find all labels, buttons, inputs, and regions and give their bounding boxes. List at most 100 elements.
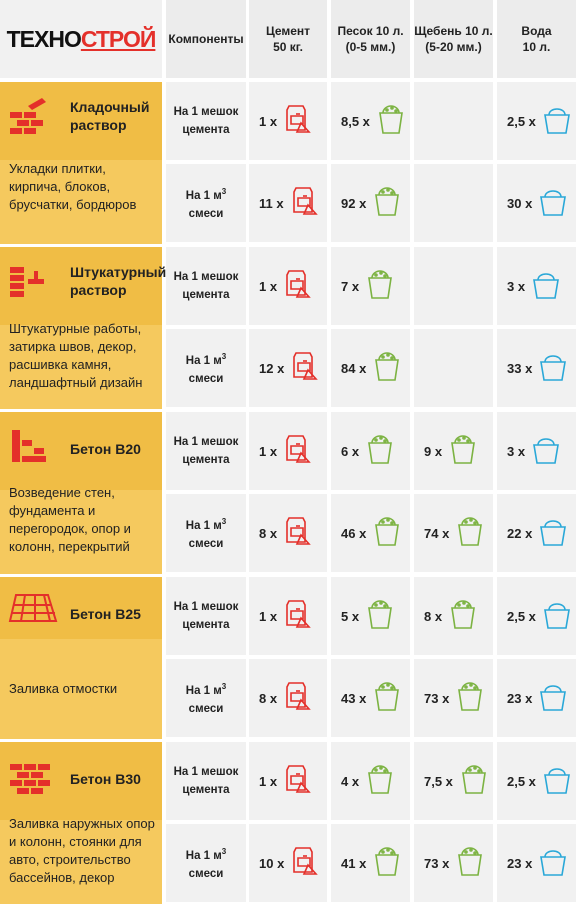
gravel-qty: 74 x bbox=[424, 525, 450, 541]
cement-qty: 12 x bbox=[259, 360, 285, 376]
cement-cell: 8 x bbox=[249, 494, 327, 572]
header-sub: (5-20 мм.) bbox=[425, 40, 482, 54]
water-qty: 2,5 x bbox=[507, 608, 536, 624]
cement-bag-icon bbox=[290, 845, 322, 882]
water-cell: 2,5 x bbox=[497, 82, 576, 160]
unit-sup: 3 bbox=[221, 517, 227, 527]
cement-qty: 1 x bbox=[259, 113, 278, 129]
row-unit: На 1 мешок цемента bbox=[166, 742, 246, 820]
category-name: Бетон В25 bbox=[70, 606, 141, 622]
unit-sup: 3 bbox=[221, 352, 227, 362]
cement-bag-icon bbox=[283, 515, 315, 552]
gravel-cell bbox=[414, 82, 493, 160]
water-qty: 23 x bbox=[507, 690, 533, 706]
category-description: Возведение стен, фундамента и перегородо… bbox=[9, 485, 131, 554]
gravel-cell bbox=[414, 329, 493, 407]
header-gravel: Щебень 10 л. (5-20 мм.) bbox=[414, 0, 493, 78]
sand-cell: 5 x bbox=[331, 577, 410, 655]
sand-qty: 8,5 x bbox=[341, 113, 370, 129]
sand-cell: 43 x bbox=[331, 659, 410, 737]
cement-cell: 12 x bbox=[249, 329, 327, 407]
cement-qty: 10 x bbox=[259, 855, 285, 871]
unit-text: На 1 м bbox=[185, 189, 222, 202]
brand-part1: ТЕХНО bbox=[6, 25, 82, 52]
water-bucket-icon bbox=[538, 350, 568, 387]
header-cement: Цемент 50 кг. bbox=[249, 0, 327, 78]
header-sub: 10 л. bbox=[522, 40, 551, 54]
cement-qty: 11 x bbox=[259, 195, 284, 211]
unit-text: На 1 м bbox=[185, 354, 222, 367]
sand-qty: 43 x bbox=[341, 690, 367, 706]
category-description: Заливка отмостки bbox=[9, 681, 118, 696]
header-label: Песок 10 л. bbox=[337, 24, 404, 38]
unit-line2: цемента bbox=[182, 454, 230, 466]
header-sub: 50 кг. bbox=[273, 40, 303, 54]
sand-qty: 7 x bbox=[341, 278, 360, 294]
category-header: Бетон В30 bbox=[0, 742, 162, 820]
category-description: Заливка наружных опор и колонн, стоянки … bbox=[9, 816, 155, 885]
water-cell: 2,5 x bbox=[497, 742, 576, 820]
water-cell: 23 x bbox=[497, 659, 576, 737]
row-unit: На 1 мешок цемента bbox=[166, 577, 246, 655]
sand-bucket-icon bbox=[448, 598, 478, 635]
sand-bucket-icon bbox=[372, 845, 402, 882]
row-unit: На 1 мешок цемента bbox=[166, 247, 246, 325]
water-qty: 23 x bbox=[507, 855, 533, 871]
water-bucket-icon bbox=[531, 268, 561, 305]
water-qty: 3 x bbox=[507, 443, 526, 459]
sand-cell: 4 x bbox=[331, 742, 410, 820]
unit-line2: цемента bbox=[182, 124, 230, 136]
water-bucket-icon bbox=[538, 515, 568, 552]
unit-sup: 3 bbox=[221, 187, 227, 197]
unit-line1: На 1 м3 bbox=[186, 678, 226, 700]
sand-bucket-icon bbox=[448, 433, 478, 470]
water-qty: 30 x bbox=[507, 195, 533, 211]
cement-qty: 1 x bbox=[259, 608, 278, 624]
unit-line1: На 1 м3 bbox=[186, 348, 226, 370]
category-header: Штукатурный раствор bbox=[0, 247, 167, 325]
header-label: Вода bbox=[521, 24, 552, 38]
sand-cell: 92 x bbox=[331, 164, 410, 242]
gravel-cell: 8 x bbox=[414, 577, 493, 655]
cement-bag-icon bbox=[290, 350, 322, 387]
gravel-cell: 74 x bbox=[414, 494, 493, 572]
gravel-cell: 9 x bbox=[414, 412, 493, 490]
water-qty: 2,5 x bbox=[507, 773, 536, 789]
row-unit: На 1 м3 смеси bbox=[166, 329, 246, 407]
category-name: Бетон В30 bbox=[70, 771, 141, 787]
sand-bucket-icon bbox=[365, 433, 395, 470]
category-name: Штукатурный раствор bbox=[70, 264, 167, 298]
cement-cell: 1 x bbox=[249, 742, 327, 820]
water-bucket-icon bbox=[542, 763, 572, 800]
brick-wall-icon bbox=[8, 756, 52, 801]
cement-cell: 1 x bbox=[249, 412, 327, 490]
cement-bag-icon bbox=[283, 103, 315, 140]
bricks-trowel-icon bbox=[8, 96, 52, 141]
category-name: Кладочный раствор bbox=[70, 99, 150, 133]
cement-bag-icon bbox=[283, 433, 315, 470]
header-sand: Песок 10 л. (0-5 мм.) bbox=[331, 0, 410, 78]
cement-cell: 1 x bbox=[249, 82, 327, 160]
unit-text: На 1 мешок bbox=[173, 106, 239, 118]
water-cell: 33 x bbox=[497, 329, 576, 407]
sand-cell: 8,5 x bbox=[331, 82, 410, 160]
cement-cell: 1 x bbox=[249, 247, 327, 325]
sand-cell: 41 x bbox=[331, 824, 410, 902]
sand-cell: 84 x bbox=[331, 329, 410, 407]
cement-qty: 1 x bbox=[259, 773, 278, 789]
category-description: Укладки плитки, кирпича, блоков, брусчат… bbox=[9, 161, 137, 212]
cement-bag-icon bbox=[283, 598, 315, 635]
water-bucket-icon bbox=[538, 185, 568, 222]
category-name: Бетон В20 bbox=[70, 441, 141, 457]
brand-logo: ТЕХНО СТРОЙ bbox=[0, 0, 162, 78]
sand-qty: 41 x bbox=[341, 855, 367, 871]
cement-qty: 1 x bbox=[259, 443, 278, 459]
sand-bucket-icon bbox=[455, 680, 485, 717]
water-cell: 23 x bbox=[497, 824, 576, 902]
gravel-qty: 7,5 x bbox=[424, 773, 453, 789]
unit-text: На 1 мешок bbox=[173, 436, 239, 448]
unit-line1: На 1 мешок bbox=[174, 763, 239, 781]
unit-line2: смеси bbox=[188, 372, 224, 385]
water-qty: 3 x bbox=[507, 278, 526, 294]
unit-text: На 1 мешок bbox=[173, 601, 239, 613]
